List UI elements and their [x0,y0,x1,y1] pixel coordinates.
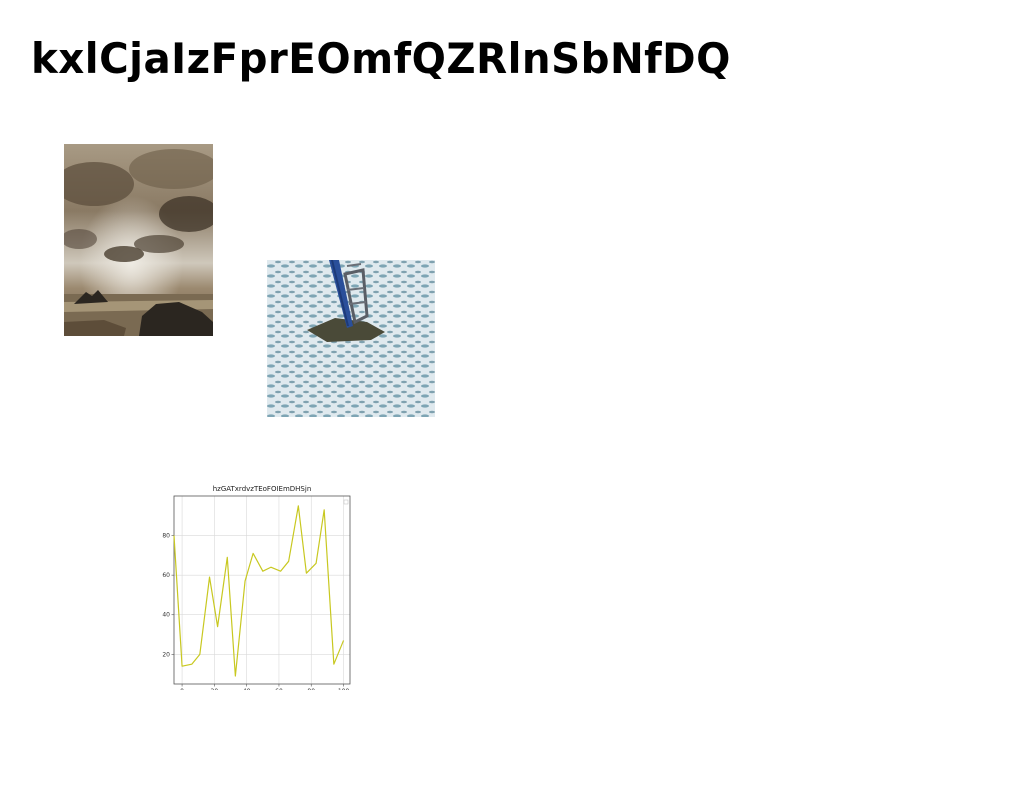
legend-box [343,499,349,505]
cloudy-sky-coast-photo [64,144,213,336]
x-tick-label: 20 [211,688,219,690]
y-tick-label: 20 [162,651,170,658]
snow-field-photo [267,260,435,417]
series-line [173,505,345,677]
page-title: kxlCjaIzFprEOmfQZRlnSbNfDQ [31,34,731,83]
y-tick-label: 80 [162,533,170,540]
x-tick-label: 40 [243,688,251,690]
x-tick-label: 80 [307,688,315,690]
line-chart: hzGATxrdvzTEoFOIEmDHSjn 0 20 40 60 80 100 20 40… [158,480,358,690]
plot-frame [173,495,351,685]
x-tick-label: 100 [338,688,350,690]
y-tick-label: 40 [162,612,170,619]
chart-title: hzGATxrdvzTEoFOIEmDHSjn [213,485,312,493]
y-tick-label: 60 [162,572,170,579]
x-tick-label: 0 [180,688,184,690]
x-tick-label: 60 [275,688,283,690]
